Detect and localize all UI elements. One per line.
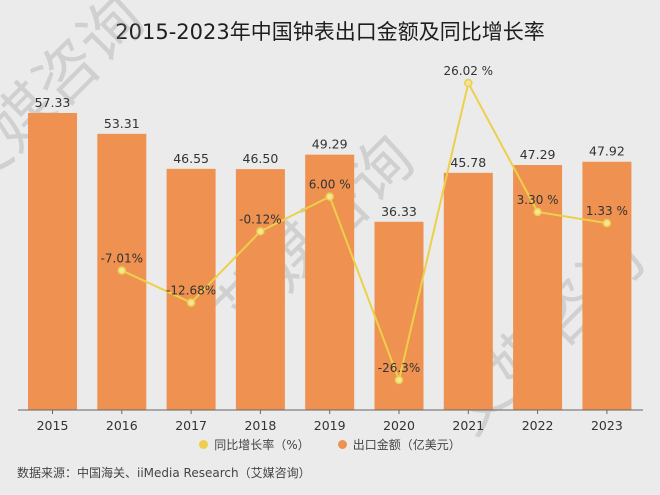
legend-item-export-amount[interactable]: 出口金额（亿美元） [337, 436, 461, 453]
legend-label-export-amount: 出口金额（亿美元） [352, 438, 461, 452]
line-point[interactable] [602, 218, 612, 228]
bar-value-label: 46.50 [243, 151, 279, 166]
x-tick-label: 2015 [37, 418, 69, 433]
bar-value-label: 53.31 [104, 116, 140, 131]
line-value-label: 3.30 % [517, 193, 559, 207]
line-value-label: -26.3% [378, 361, 420, 375]
line-point[interactable] [186, 298, 196, 307]
chart-legend: 同比增长率（%） 出口金额（亿美元） [0, 436, 660, 453]
bar-2017[interactable]: 46.55 [166, 151, 216, 410]
line-value-label: -0.12% [239, 212, 281, 226]
bar-value-label: 49.29 [312, 137, 348, 152]
bar-2023[interactable]: 47.92 [582, 144, 632, 410]
x-tick-label: 2018 [244, 418, 276, 433]
legend-dot-yellow-icon [199, 440, 209, 449]
x-tick-label: 2023 [591, 418, 623, 433]
growth-rate-line [121, 80, 608, 384]
bar-2018[interactable]: 46.50 [235, 151, 285, 410]
line-point[interactable] [394, 375, 404, 385]
legend-label-growth-rate: 同比增长率（%） [214, 438, 310, 452]
legend-item-growth-rate[interactable]: 同比增长率（%） [199, 436, 310, 453]
chart-title: 2015-2023年中国钟表出口金额及同比增长率 [115, 20, 545, 44]
x-tick-label: 2019 [314, 418, 346, 433]
bar-value-label: 47.92 [589, 144, 625, 159]
x-tick-label: 2021 [452, 418, 484, 433]
line-point[interactable] [256, 227, 265, 236]
line-point[interactable] [325, 192, 334, 201]
bar-value-label: 47.29 [520, 147, 556, 162]
x-tick-label: 2020 [383, 418, 415, 433]
bar-2021[interactable]: 45.78 [443, 155, 493, 410]
line-point[interactable] [117, 266, 127, 275]
line-value-label: 26.02 % [444, 64, 494, 78]
legend-dot-orange-icon [337, 440, 347, 449]
line-value-label: -12.68% [166, 284, 216, 298]
x-tick-label: 2022 [522, 418, 554, 433]
bar-value-label: 46.55 [173, 151, 209, 166]
bar-value-label: 45.78 [450, 155, 486, 170]
x-tick-label: 2017 [175, 418, 207, 433]
line-point[interactable] [533, 207, 542, 217]
bar-value-label: 57.33 [35, 95, 71, 110]
line-value-label: 6.00 % [309, 178, 351, 192]
bar-2022[interactable]: 47.29 [513, 147, 563, 410]
bar-value-label: 36.33 [381, 204, 417, 219]
data-source-note: 数据来源：中国海关、iiMedia Research（艾媒咨询） [17, 466, 311, 480]
line-point[interactable] [464, 78, 473, 88]
bar-2015[interactable]: 57.33 [28, 95, 77, 410]
line-value-label: 1.33 % [586, 204, 628, 218]
x-tick-label: 2016 [106, 418, 138, 433]
line-value-label: -7.01% [101, 251, 143, 265]
